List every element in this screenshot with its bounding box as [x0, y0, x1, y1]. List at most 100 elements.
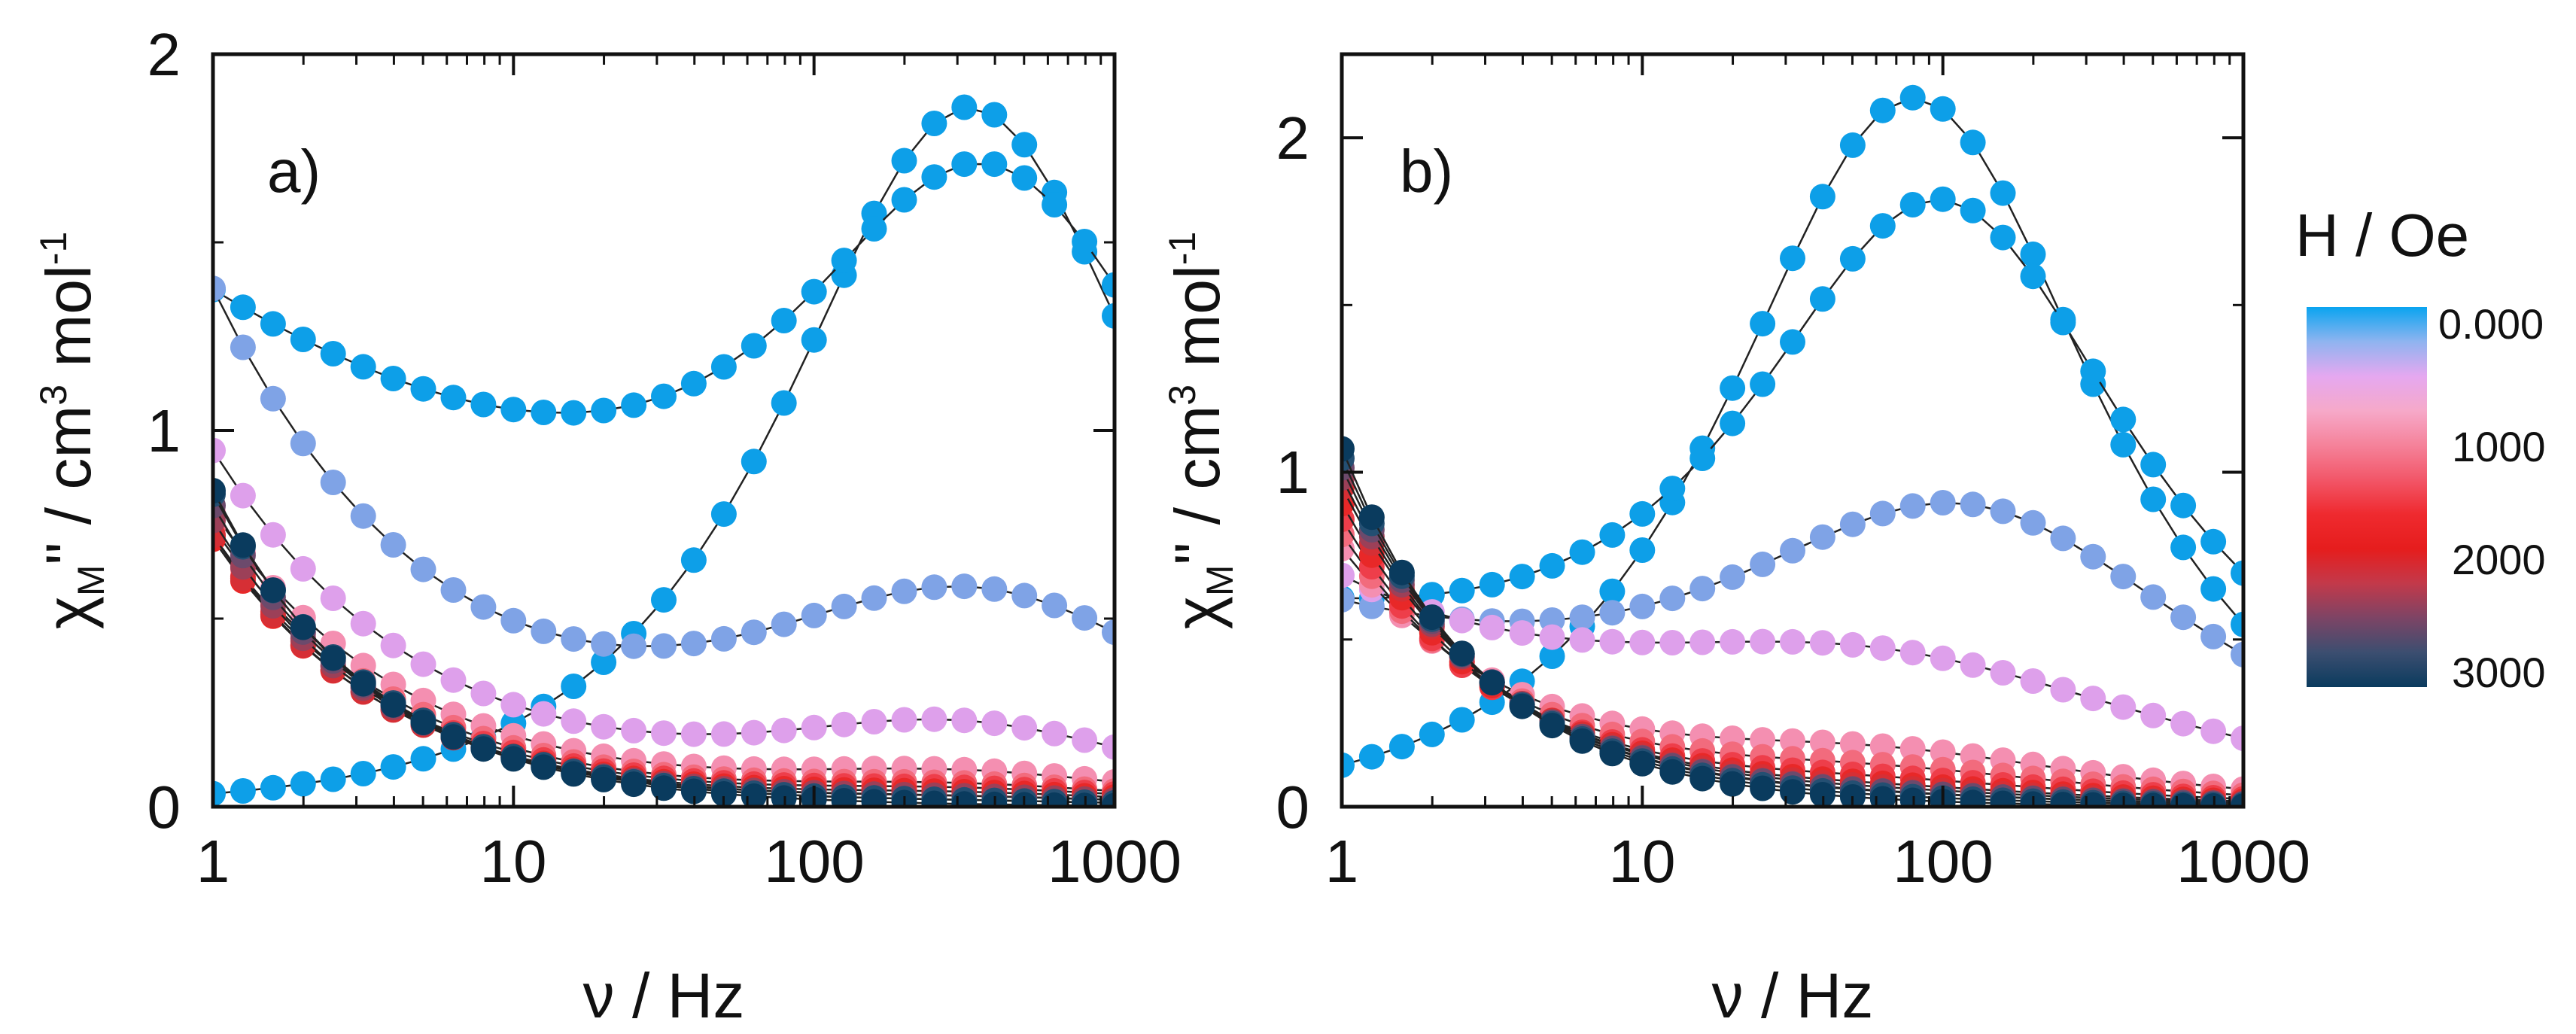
data-point: [1629, 593, 1656, 619]
data-point: [1720, 410, 1746, 436]
data-point: [1102, 303, 1115, 329]
data-point: [350, 610, 376, 637]
data-point: [410, 376, 436, 402]
x-tick-labels-a: 1 10 100 1000: [196, 828, 1182, 895]
data-point: [1102, 272, 1115, 298]
data-point: [1539, 552, 1565, 579]
data-point: [1569, 627, 1595, 653]
data-point: [891, 578, 917, 604]
data-point: [951, 94, 978, 120]
data-point: [1629, 500, 1656, 527]
data-point: [771, 717, 797, 744]
data-point: [1342, 586, 1355, 613]
data-point: [1388, 734, 1415, 760]
data-point: [2231, 560, 2243, 586]
data-point: [500, 397, 527, 423]
data-point: [1780, 245, 1805, 272]
data-point: [1102, 619, 1115, 646]
data-point: [1342, 436, 1355, 462]
data-point: [1809, 782, 1835, 807]
data-point: [771, 611, 797, 637]
data-point: [2231, 725, 2243, 752]
data-point: [951, 573, 978, 600]
fit-line: [1342, 574, 2243, 740]
data-point: [1342, 752, 1355, 778]
data-point: [981, 151, 1008, 178]
data-point: [651, 775, 677, 801]
series-3000: [1342, 436, 2243, 807]
data-point: [1659, 476, 1686, 502]
data-point: [290, 771, 316, 797]
data-point: [680, 370, 707, 397]
data-point: [1042, 592, 1068, 619]
data-point: [1659, 630, 1686, 655]
data-point: [921, 164, 947, 190]
data-point: [680, 547, 707, 573]
data-point: [213, 478, 226, 503]
data-point: [380, 754, 406, 780]
data-point: [1809, 286, 1835, 312]
data-point: [741, 619, 767, 646]
data-point: [260, 522, 286, 548]
data-point: [1809, 524, 1835, 550]
data-point: [771, 390, 797, 416]
data-point: [771, 308, 797, 333]
data-point: [1990, 498, 2016, 525]
data-point: [1102, 734, 1115, 760]
data-point: [981, 576, 1008, 602]
data-point: [2110, 694, 2137, 720]
fit-line: [213, 163, 1115, 414]
data-point: [1011, 132, 1038, 158]
data-point: [230, 294, 256, 321]
data-point: [1509, 620, 1535, 646]
data-point: [1720, 375, 1746, 401]
data-point: [1839, 511, 1866, 537]
data-point: [230, 778, 256, 804]
data-point: [1011, 715, 1038, 741]
data-point: [1342, 562, 1355, 588]
data-point: [1930, 490, 1956, 515]
data-point: [1809, 729, 1835, 756]
data-point: [1659, 759, 1686, 785]
data-point: [621, 633, 647, 659]
legend-tick-label: 3000: [2452, 649, 2546, 696]
data-point: [213, 275, 226, 302]
data-point: [1479, 614, 1505, 640]
data-point: [1011, 165, 1038, 191]
x-tick-labels-b: 1 10 100 1000: [1325, 828, 2310, 895]
data-point: [500, 607, 527, 634]
data-point: [1960, 491, 1986, 518]
data-point: [1599, 578, 1626, 604]
data-point: [1689, 446, 1716, 471]
y-axis-title-a: χM" / cm3 mol-1: [32, 232, 112, 630]
data-point: [213, 780, 226, 807]
data-point: [1042, 720, 1068, 747]
data-point: [1990, 224, 2016, 251]
data-point: [410, 746, 436, 772]
data-point: [2080, 686, 2106, 712]
data-point: [1780, 779, 1805, 805]
data-point: [710, 781, 737, 807]
data-point: [1780, 728, 1805, 754]
data-point: [2050, 525, 2076, 552]
data-point: [861, 789, 887, 807]
data-point: [380, 366, 406, 391]
data-point: [741, 449, 767, 475]
data-point: [470, 594, 497, 620]
data-point: [1629, 629, 1656, 655]
data-point: [2110, 564, 2137, 590]
x-tick-label-a: 1: [196, 828, 230, 895]
data-point: [651, 633, 677, 659]
series-250: [213, 151, 1115, 426]
data-point: [2050, 792, 2076, 807]
data-point: [2050, 677, 2076, 703]
data-point: [861, 585, 887, 611]
data-point: [1839, 132, 1866, 158]
data-point: [1960, 789, 1986, 807]
data-point: [1869, 635, 1896, 661]
data-point: [981, 710, 1008, 737]
data-point: [651, 383, 677, 409]
data-point: [290, 555, 316, 582]
plot-content-b: [1342, 84, 2243, 807]
data-point: [1839, 731, 1866, 757]
